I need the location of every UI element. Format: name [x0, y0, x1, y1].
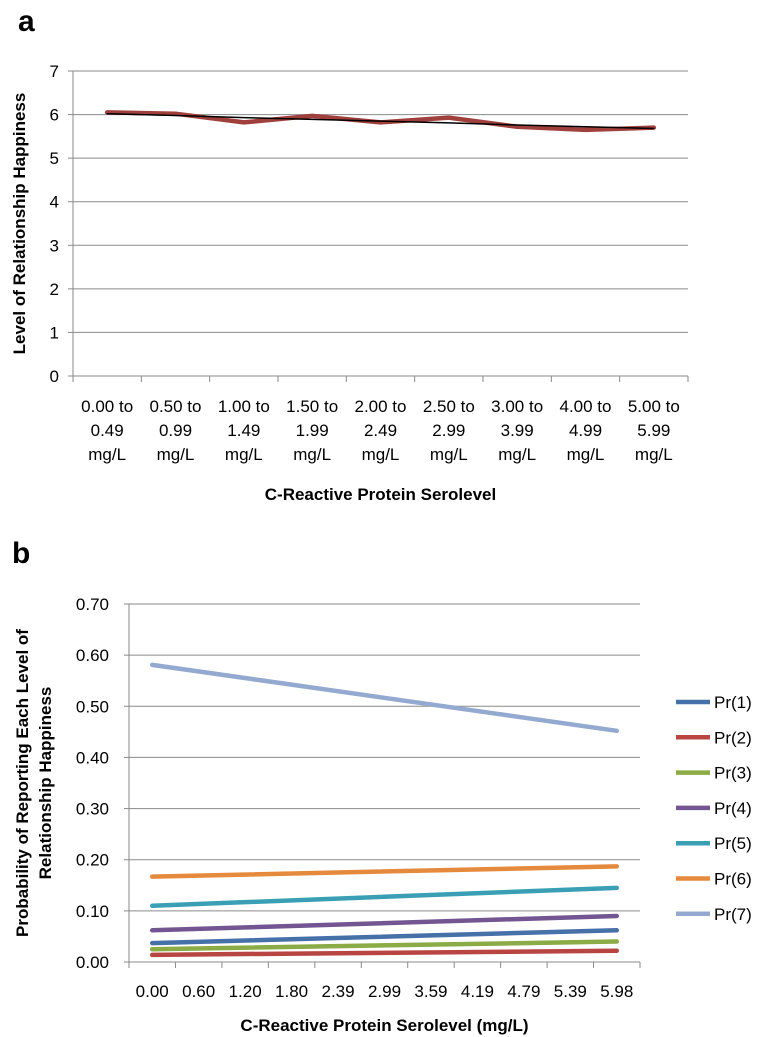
- legend-label: Pr(6): [714, 870, 752, 889]
- x-axis-title: C-Reactive Protein Serolevel (mg/L): [240, 1016, 528, 1035]
- x-tick-label: 2.00 to 2.49 mg/L: [355, 397, 407, 464]
- x-tick-label: 3.59: [414, 982, 447, 1001]
- x-tick-label: 1.20: [229, 982, 262, 1001]
- series-line-pr2: [149, 948, 620, 958]
- legend-label: Pr(3): [714, 764, 752, 783]
- y-tick-label: 0.30: [76, 800, 109, 819]
- series-line-pr3: [149, 939, 620, 952]
- y-tick-label: 5: [50, 149, 59, 168]
- y-axis-title: Probability of Reporting Each Level of Re…: [13, 629, 55, 937]
- y-tick-label: 0: [50, 367, 59, 386]
- x-tick-label: 4.79: [507, 982, 540, 1001]
- x-tick-label: 0.00: [136, 982, 169, 1001]
- legend-label: Pr(4): [714, 799, 752, 818]
- legend-label: Pr(5): [714, 834, 752, 853]
- series-line-pr5: [149, 885, 620, 908]
- series-line-pr7: [149, 662, 620, 734]
- y-axis-title: Level of Relationship Happiness: [10, 93, 29, 355]
- series-line-pr4: [149, 913, 620, 933]
- x-tick-label: 0.60: [182, 982, 215, 1001]
- x-axis-title: C-Reactive Protein Serolevel: [265, 485, 496, 504]
- y-tick-label: 3: [50, 236, 59, 255]
- x-tick-label: 3.00 to 3.99 mg/L: [491, 397, 543, 464]
- series-trendline: [106, 112, 655, 130]
- y-tick-label: 2: [50, 280, 59, 299]
- series-line-pr1: [149, 928, 620, 946]
- x-tick-label: 4.00 to 4.99 mg/L: [560, 397, 612, 464]
- y-tick-label: 0.10: [76, 902, 109, 921]
- y-tick-label: 0.60: [76, 646, 109, 665]
- x-tick-label: 1.50 to 1.99 mg/L: [286, 397, 338, 464]
- legend-label: Pr(7): [714, 905, 752, 924]
- legend-label: Pr(1): [714, 693, 752, 712]
- y-tick-label: 0.40: [76, 748, 109, 767]
- x-tick-label: 4.19: [461, 982, 494, 1001]
- y-tick-label: 6: [50, 106, 59, 125]
- y-tick-label: 0.70: [76, 595, 109, 614]
- y-tick-label: 7: [50, 62, 59, 81]
- y-tick-label: 1: [50, 323, 59, 342]
- x-tick-label: 2.39: [321, 982, 354, 1001]
- x-tick-label: 2.50 to 2.99 mg/L: [423, 397, 475, 464]
- y-tick-label: 4: [50, 193, 59, 212]
- x-tick-label: 1.80: [275, 982, 308, 1001]
- x-tick-label: 2.99: [368, 982, 401, 1001]
- panel-a-letter: a: [18, 5, 35, 38]
- chart-a: 0 1 2 3 4 5 6 7 0.00 to 0.49 mg/L 0.50 to 0.99 mg/L 1.…: [10, 62, 689, 504]
- y-tick-label: 0.20: [76, 851, 109, 870]
- chart-b: 0.00 0.10 0.20 0.30 0.40 0.50 0.60 0.70 0.00 0.60…: [13, 595, 752, 1035]
- y-tick-label: 0.50: [76, 697, 109, 716]
- x-tick-label: 0.50 to 0.99 mg/L: [150, 397, 202, 464]
- legend-label: Pr(2): [714, 728, 752, 747]
- series-line-pr6: [149, 864, 620, 879]
- panel-b-letter: b: [12, 537, 30, 570]
- x-tick-label: 5.00 to 5.99 mg/L: [628, 397, 680, 464]
- x-tick-label: 0.00 to 0.49 mg/L: [81, 397, 133, 464]
- x-tick-label: 1.00 to 1.49 mg/L: [218, 397, 270, 464]
- y-tick-label: 0.00: [76, 953, 109, 972]
- x-tick-label: 5.98: [600, 982, 633, 1001]
- x-tick-label: 5.39: [554, 982, 587, 1001]
